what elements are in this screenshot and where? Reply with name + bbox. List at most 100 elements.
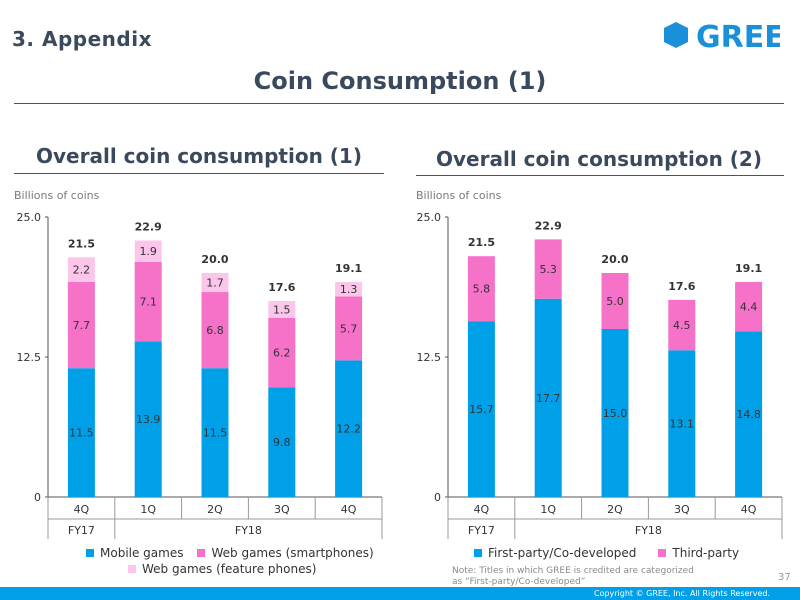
legend-item-web-smartphones: Web games (smartphones) xyxy=(197,546,374,560)
chart2-data-label: 13.1 xyxy=(670,418,695,431)
chart1-plot: 0 12.5 25.0 11.5 7.7 2.2 21.5 4Q 13.9 7.1 1.9 22.9 1… xyxy=(17,211,383,539)
chart2-data-label: 5.8 xyxy=(473,283,491,296)
chart2-bar-segment xyxy=(601,273,629,329)
chart2-bar-segment xyxy=(467,256,495,322)
legend-label-first-party: First-party/Co-developed xyxy=(488,546,637,560)
chart2-total-label: 19.1 xyxy=(735,262,762,275)
chart1-y-tick-label: 0 xyxy=(34,491,41,504)
chart1-bar-segment xyxy=(268,317,296,388)
chart1-x-tick-label: 4Q xyxy=(74,503,90,516)
chart2-plot: 0 12.5 25.0 15.7 5.8 21.5 4Q 17.7 5.3 22.9 1Q 15.0 5… xyxy=(417,211,783,539)
chart1-total-label: 22.9 xyxy=(135,221,162,234)
chart1-bar-segment xyxy=(201,292,229,369)
chart2-units: Billions of coins xyxy=(416,189,502,202)
chart2-x-tick-label: 3Q xyxy=(674,503,690,516)
chart1-data-label: 6.8 xyxy=(206,324,224,337)
chart1-data-label: 12.2 xyxy=(336,423,361,436)
chart2-bar-segment xyxy=(601,329,629,497)
chart1-bar-segment xyxy=(268,301,296,318)
chart1-data-label: 7.7 xyxy=(73,319,91,332)
legend-item-web-feature-phones: Web games (feature phones) xyxy=(128,562,316,576)
legend-label-third-party: Third-party xyxy=(672,546,740,560)
chart2-data-label: 4.4 xyxy=(740,301,758,314)
chart2-title-divider xyxy=(416,175,784,176)
legend-label-web-feature-phones: Web games (feature phones) xyxy=(142,562,317,576)
footnote-line2: as “First-party/Co-developed” xyxy=(452,577,586,587)
chart1-bar-segment xyxy=(335,281,363,297)
chart1-title-divider xyxy=(14,173,384,174)
chart2-bar-segment xyxy=(735,331,763,497)
chart1-group-label: FY18 xyxy=(235,524,262,537)
chart1-total-label: 21.5 xyxy=(68,237,95,250)
chart2-legend: First-party/Co-developed Third-party xyxy=(474,546,753,560)
chart1-bar-segment xyxy=(67,281,95,369)
chart1-data-label: 5.7 xyxy=(340,322,358,335)
chart1-x-tick-label: 2Q xyxy=(207,503,223,516)
chart2-bar-segment xyxy=(735,281,763,332)
chart2-x-tick-label: 1Q xyxy=(540,503,556,516)
chart2-data-label: 4.5 xyxy=(673,319,691,332)
chart2-data-label: 17.7 xyxy=(536,392,561,405)
chart2-data-label: 15.0 xyxy=(603,407,628,420)
legend-label-mobile: Mobile games xyxy=(100,546,184,560)
chart1-x-tick-label: 3Q xyxy=(274,503,290,516)
chart2-data-label: 15.7 xyxy=(469,403,494,416)
legend-label-web-smartphones: Web games (smartphones) xyxy=(211,546,374,560)
title-divider xyxy=(14,103,784,104)
section-label: 3. Appendix xyxy=(12,27,152,51)
chart1-bar-segment xyxy=(67,368,95,497)
chart1-data-label: 6.2 xyxy=(273,347,291,360)
chart1-bar-segment xyxy=(201,368,229,497)
legend-swatch-mobile xyxy=(86,549,94,557)
chart2-title: Overall coin consumption (2) xyxy=(436,147,762,171)
chart1-bar-segment xyxy=(268,387,296,497)
chart2-total-label: 20.0 xyxy=(601,253,628,266)
chart2-bar-segment xyxy=(668,299,696,351)
chart2-total-label: 22.9 xyxy=(535,219,562,232)
chart1-data-label: 1.7 xyxy=(206,277,224,290)
chart1-total-label: 19.1 xyxy=(335,262,362,275)
chart1-bar-segment xyxy=(67,257,95,282)
chart1-total-label: 17.6 xyxy=(268,281,295,294)
chart1-y-tick-label: 12.5 xyxy=(17,351,42,364)
chart2-x-tick-label: 4Q xyxy=(741,503,757,516)
chart1-bar-segment xyxy=(134,341,162,497)
chart1-data-label: 13.9 xyxy=(136,413,161,426)
chart2-data-label: 5.0 xyxy=(606,295,624,308)
gree-logo: GREE xyxy=(662,18,780,54)
chart1-group-label: FY17 xyxy=(68,524,95,537)
legend-swatch-web-feature-phones xyxy=(128,565,136,573)
chart2-group-label: FY17 xyxy=(468,524,495,537)
chart1-bar-segment xyxy=(134,261,162,342)
page-title: Coin Consumption (1) xyxy=(253,67,547,95)
copyright: Copyright © GREE, Inc. All Rights Reserv… xyxy=(593,589,770,598)
chart1-data-label: 1.5 xyxy=(273,303,291,316)
chart1-legend-row2: Web games (feature phones) xyxy=(128,562,330,576)
legend-item-third-party: Third-party xyxy=(658,546,739,560)
legend-swatch-first-party xyxy=(474,549,482,557)
logo-text: GREE xyxy=(696,20,780,54)
chart1-data-label: 2.2 xyxy=(73,264,91,277)
chart2-bar-segment xyxy=(668,350,696,497)
chart1-data-label: 9.8 xyxy=(273,436,291,449)
footnote-line1: Note: Titles in which GREE is credited a… xyxy=(452,566,694,576)
chart1-data-label: 11.5 xyxy=(69,427,94,440)
chart1-title: Overall coin consumption (1) xyxy=(36,144,362,168)
chart2-data-label: 14.8 xyxy=(736,408,761,421)
chart1-bar-segment xyxy=(335,296,363,361)
chart2-bar-segment xyxy=(534,298,562,497)
chart2-total-label: 21.5 xyxy=(468,236,495,249)
chart1-legend: Mobile games Web games (smartphones) xyxy=(86,546,388,560)
chart2-group-label: FY18 xyxy=(635,524,662,537)
chart1-data-label: 1.9 xyxy=(139,245,157,258)
chart1-bar-segment xyxy=(335,360,363,497)
footnote: Note: Titles in which GREE is credited a… xyxy=(452,566,752,588)
chart2-y-tick-label: 25.0 xyxy=(417,211,442,224)
chart1-x-tick-label: 4Q xyxy=(341,503,357,516)
chart1-data-label: 1.3 xyxy=(340,283,358,296)
chart2-bar-segment xyxy=(534,239,562,299)
hexagon-logo-icon xyxy=(664,22,688,48)
chart1-units: Billions of coins xyxy=(14,189,100,202)
chart2-total-label: 17.6 xyxy=(668,280,695,293)
legend-swatch-third-party xyxy=(658,549,667,557)
